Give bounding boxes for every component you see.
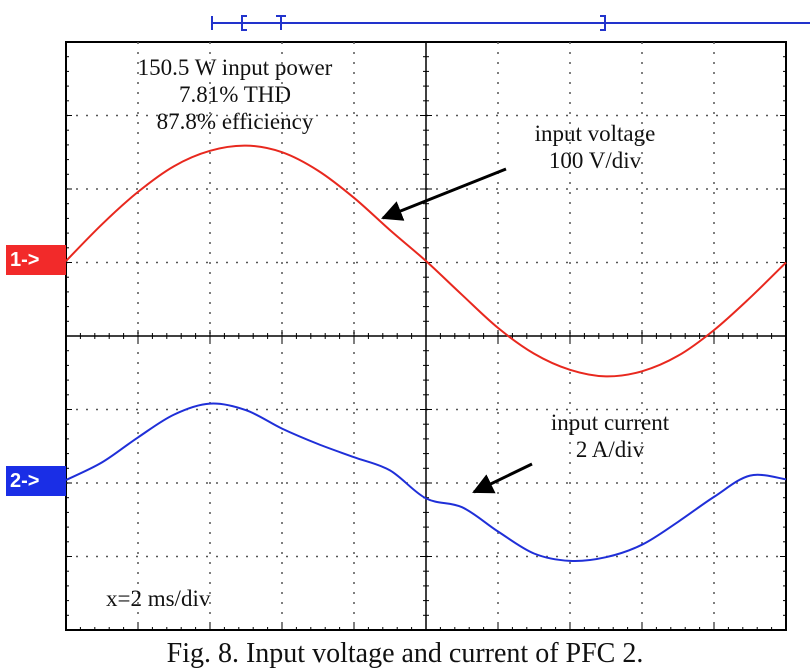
annotation-arrows bbox=[381, 167, 533, 494]
thd-text: 7.81% THD bbox=[178, 82, 291, 107]
voltage-scale-text: 100 V/div bbox=[548, 148, 642, 173]
voltage-trace bbox=[65, 144, 787, 378]
channel-2-marker: 2-> bbox=[6, 466, 66, 496]
current-arrow bbox=[472, 462, 533, 494]
input-power-text: 150.5 W input power bbox=[137, 55, 333, 80]
voltage-label-text: input voltage bbox=[534, 121, 656, 146]
current-label-text: input current bbox=[550, 410, 670, 435]
efficiency-text: 87.8% efficiency bbox=[156, 109, 314, 134]
voltage-annotation: input voltage 100 V/div bbox=[470, 120, 720, 174]
figure-caption: Fig. 8. Input voltage and current of PFC… bbox=[166, 638, 644, 669]
scope-traces bbox=[65, 144, 787, 563]
current-scale-text: 2 A/div bbox=[575, 437, 645, 462]
channel-1-marker: 1-> bbox=[6, 245, 66, 275]
time-scale-annotation: x=2 ms/div bbox=[106, 586, 211, 611]
voltage-arrow bbox=[381, 167, 507, 221]
oscilloscope-screen bbox=[65, 15, 810, 631]
scope-grid bbox=[65, 41, 787, 631]
trigger-position-bar bbox=[211, 15, 810, 31]
power-annotation: 150.5 W input power 7.81% THD 87.8% effi… bbox=[60, 54, 410, 135]
current-annotation: input current 2 A/div bbox=[490, 409, 730, 463]
current-trace bbox=[65, 402, 787, 563]
